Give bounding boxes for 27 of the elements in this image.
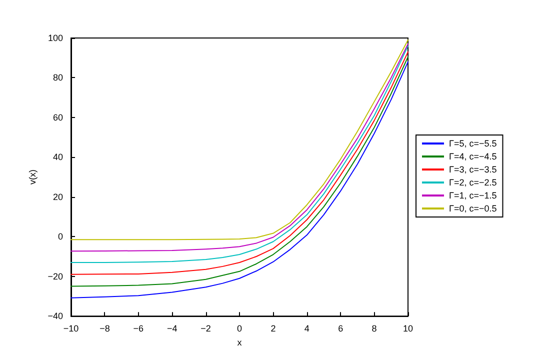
y-axis-title: v(x): [27, 170, 38, 185]
legend-label: Γ=3, c=−3.5: [449, 164, 497, 174]
y-tick-label: 100: [48, 33, 63, 43]
x-tick-label: 0: [236, 324, 242, 334]
y-tick-label: 60: [52, 112, 63, 122]
x-tick-label: −10: [63, 324, 79, 334]
y-tick-label: 80: [52, 72, 63, 83]
y-tick-label: 40: [52, 152, 63, 162]
legend-label: Γ=0, c=−0.5: [449, 204, 497, 214]
x-tick-label: −2: [200, 324, 211, 334]
y-tick-label: −20: [48, 271, 63, 282]
legend-label: Γ=5, c=−5.5: [449, 138, 497, 148]
legend-label: Γ=1, c=−1.5: [449, 190, 497, 200]
y-tick-label: 20: [52, 192, 63, 202]
x-tick-label: 4: [304, 324, 310, 334]
x-tick-label: 6: [338, 324, 344, 334]
legend-label: Γ=4, c=−4.5: [449, 152, 497, 162]
x-axis-title: x: [237, 338, 242, 348]
x-tick-label: 10: [402, 324, 414, 334]
x-tick-label: −4: [166, 324, 178, 334]
x-tick-label: 8: [372, 324, 377, 334]
x-tick-label: −6: [133, 324, 144, 334]
x-tick-label: −8: [100, 324, 110, 334]
y-tick-label: −40: [48, 311, 63, 322]
x-tick-label: 2: [270, 324, 276, 334]
legend-label: Γ=2, c=−2.5: [449, 178, 497, 188]
y-tick-label: 0: [58, 232, 63, 242]
